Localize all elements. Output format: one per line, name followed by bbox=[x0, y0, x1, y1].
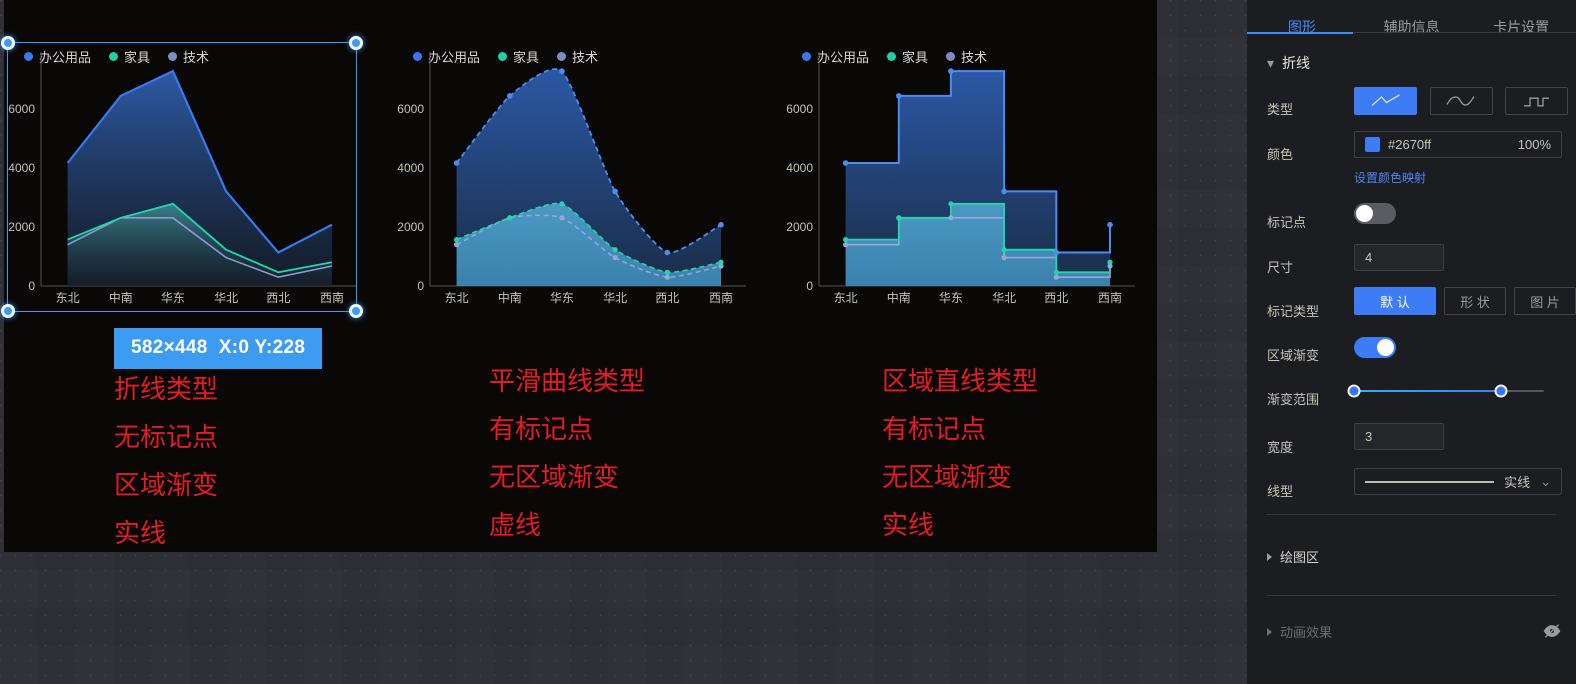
svg-text:中南: 中南 bbox=[498, 290, 522, 305]
svg-text:华北: 华北 bbox=[603, 291, 627, 305]
svg-text:西北: 西北 bbox=[266, 291, 290, 305]
svg-text:2000: 2000 bbox=[786, 220, 813, 234]
svg-text:6000: 6000 bbox=[8, 102, 35, 116]
svg-text:中南: 中南 bbox=[109, 290, 133, 305]
svg-text:6000: 6000 bbox=[397, 102, 424, 116]
svg-text:6000: 6000 bbox=[786, 102, 813, 116]
svg-text:2000: 2000 bbox=[8, 220, 35, 234]
svg-text:东北: 东北 bbox=[445, 291, 469, 305]
svg-text:4000: 4000 bbox=[786, 161, 813, 175]
svg-text:4000: 4000 bbox=[397, 161, 424, 175]
svg-text:0: 0 bbox=[806, 279, 813, 293]
svg-text:0: 0 bbox=[28, 279, 35, 293]
svg-text:西南: 西南 bbox=[1098, 290, 1122, 305]
svg-text:华东: 华东 bbox=[550, 291, 574, 305]
svg-text:西北: 西北 bbox=[1044, 291, 1068, 305]
svg-text:西北: 西北 bbox=[655, 291, 679, 305]
svg-text:华东: 华东 bbox=[939, 291, 963, 305]
svg-text:4000: 4000 bbox=[8, 161, 35, 175]
svg-text:东北: 东北 bbox=[56, 291, 80, 305]
svg-text:华北: 华北 bbox=[992, 291, 1016, 305]
svg-text:中南: 中南 bbox=[887, 290, 911, 305]
svg-text:东北: 东北 bbox=[834, 291, 858, 305]
svg-text:西南: 西南 bbox=[709, 290, 733, 305]
svg-text:0: 0 bbox=[417, 279, 424, 293]
svg-text:华东: 华东 bbox=[161, 291, 185, 305]
svg-text:华北: 华北 bbox=[214, 291, 238, 305]
svg-text:西南: 西南 bbox=[320, 290, 344, 305]
svg-text:2000: 2000 bbox=[397, 220, 424, 234]
